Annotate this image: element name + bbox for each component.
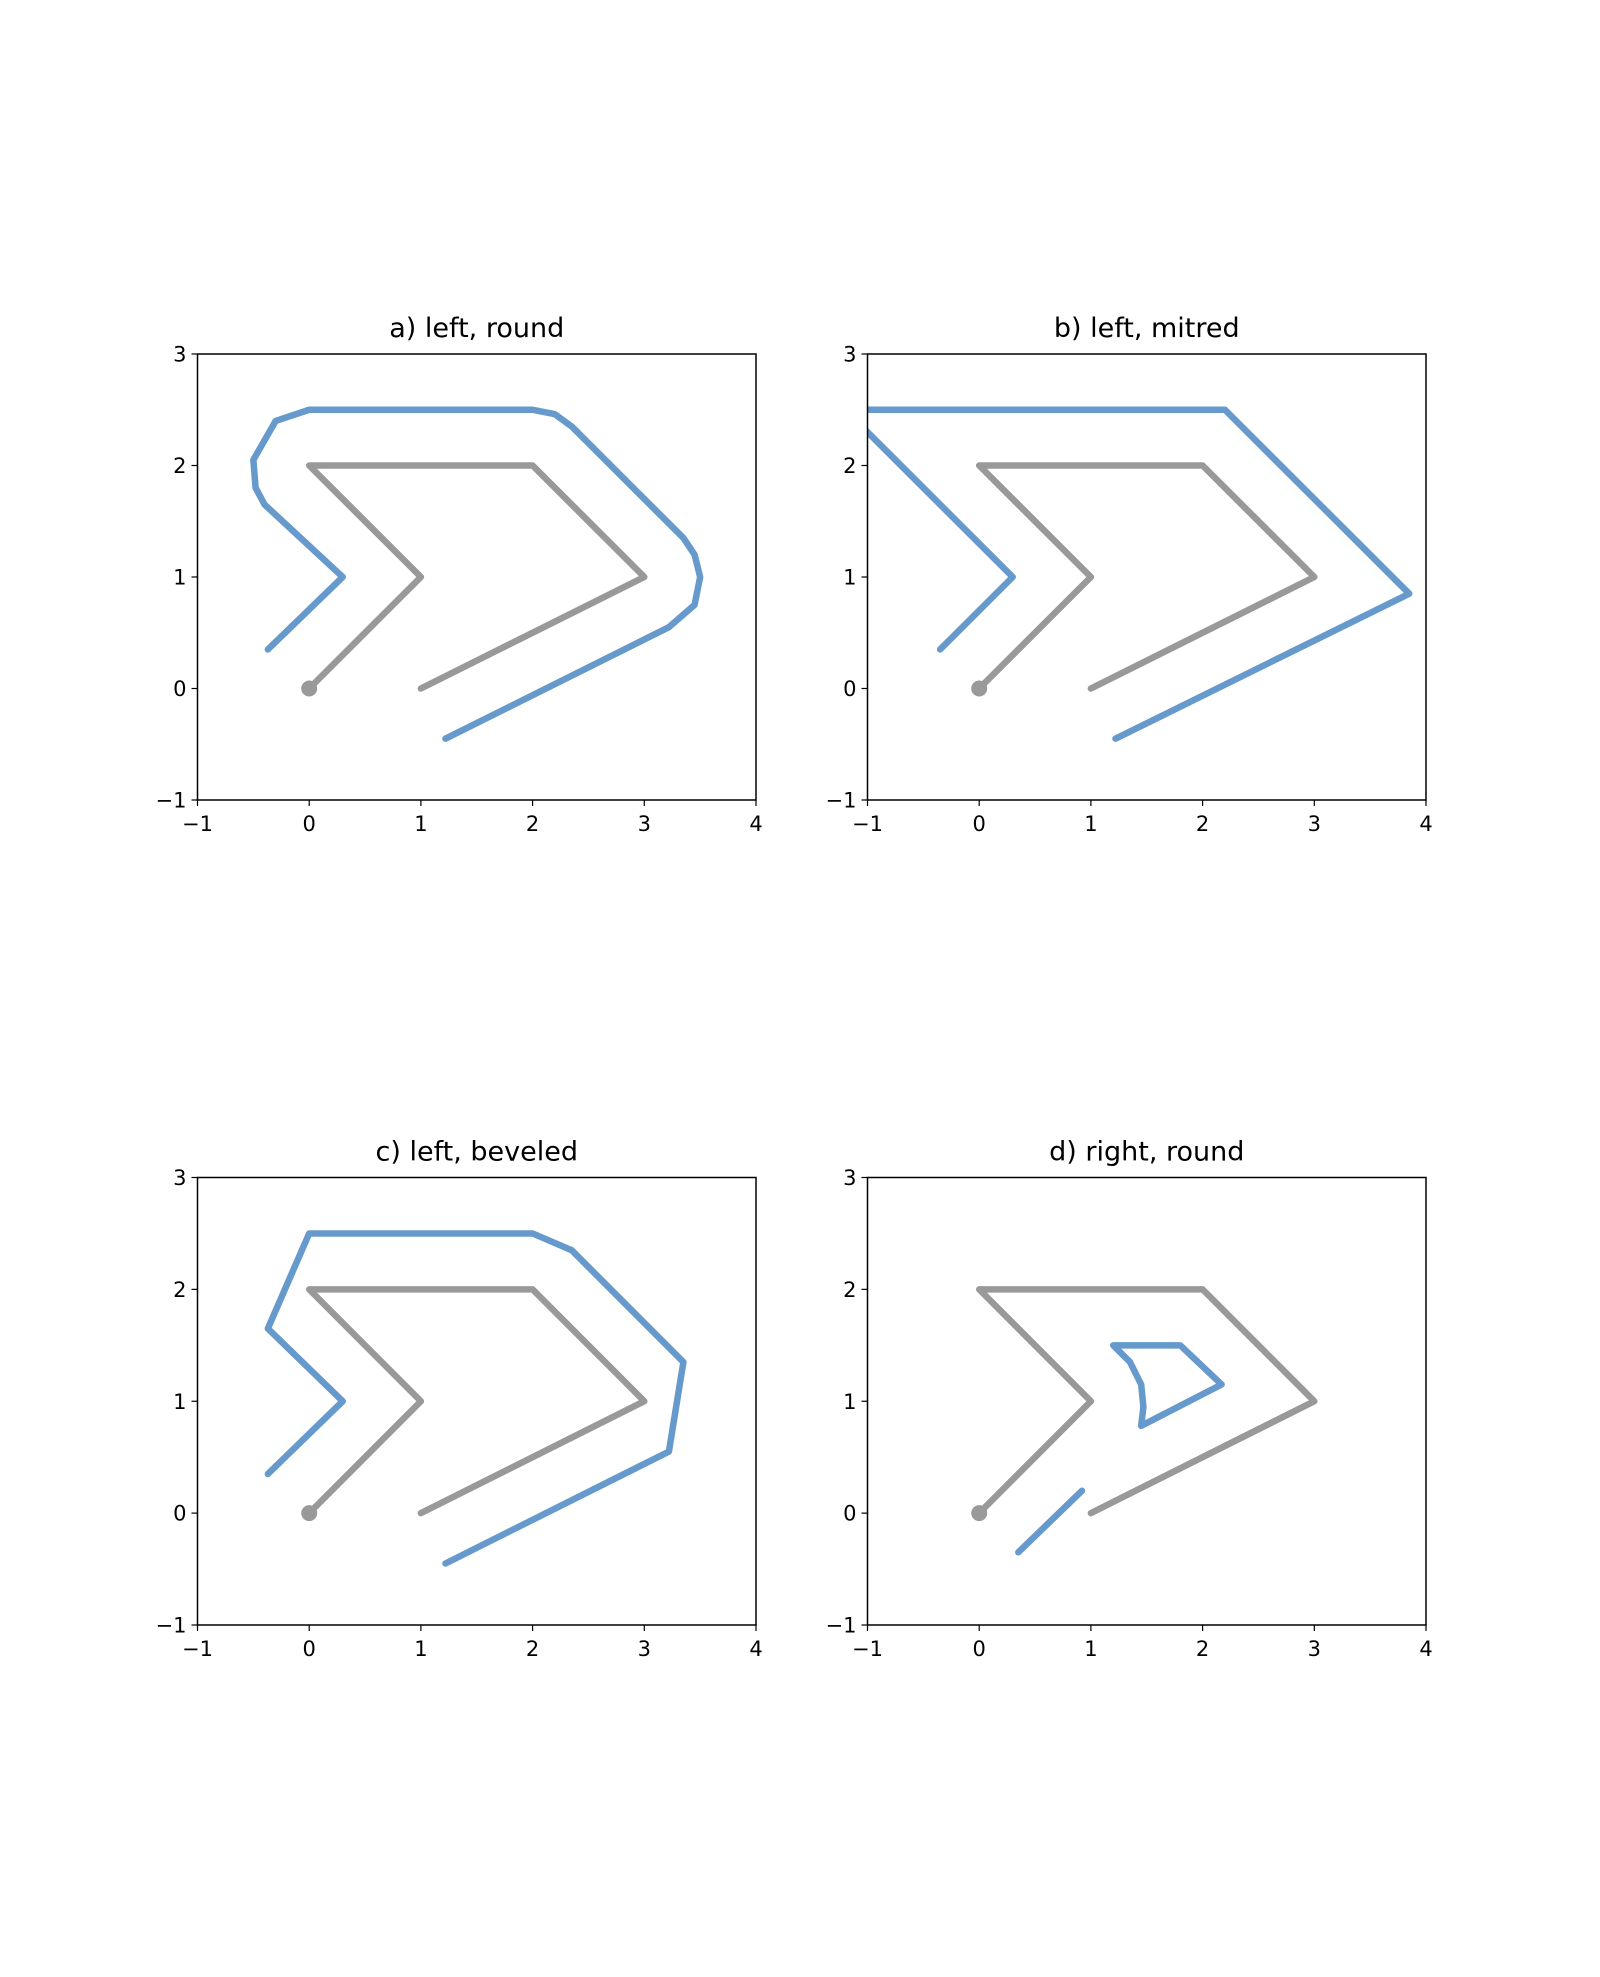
x-tick-label: −1 [852,812,883,836]
series-line [1015,1342,1225,1556]
x-tick-label: 0 [303,1637,316,1661]
x-tick-label: 4 [749,1637,762,1661]
x-tick-label: 2 [526,812,539,836]
x-tick-label: 1 [414,812,427,836]
subplot-title: d) right, round [1049,1137,1244,1168]
point-marker [301,1505,318,1522]
x-tick-label: −1 [182,1637,213,1661]
subplot: b) left, mitred −1 0 1 2 3 4 −1 0 1 2 3 [826,313,1433,836]
subplot-title: b) left, mitred [1054,313,1240,344]
y-tick-label: 1 [173,1390,186,1414]
y-tick-label: 0 [843,677,856,701]
y-tick-label: 0 [173,1502,186,1526]
subplot: d) right, round −1 0 1 2 3 4 −1 0 1 2 3 [826,1137,1433,1662]
plot-area [250,406,704,742]
y-tick-label: 0 [173,677,186,701]
y-tick-label: −1 [156,789,187,813]
x-tick-label: 2 [526,1637,539,1661]
y-tick-label: 3 [843,1166,856,1190]
point-marker [971,680,988,697]
y-tick-label: 1 [173,566,186,590]
plot-area [971,1286,1318,1556]
subplot-title: a) left, round [389,313,564,344]
y-tick-label: −1 [826,1614,857,1638]
point-marker [971,1505,988,1522]
y-tick-label: 2 [173,1278,186,1302]
x-tick-label: 4 [1419,1637,1432,1661]
x-tick-label: 0 [973,1637,986,1661]
series-line [867,406,1413,742]
x-tick-label: 3 [638,1637,651,1661]
x-tick-label: 1 [414,1637,427,1661]
x-tick-label: 4 [1419,812,1432,836]
series-line [305,462,648,692]
subplot-title: c) left, beveled [376,1137,578,1168]
x-tick-label: 1 [1084,1637,1097,1661]
series-line [250,406,704,742]
x-tick-label: 4 [749,812,762,836]
plot-area [867,406,1413,742]
subplot: a) left, round −1 0 1 2 3 4 −1 0 1 2 3 [156,313,763,836]
y-tick-label: 2 [843,1278,856,1302]
x-tick-label: 3 [1308,1637,1321,1661]
x-tick-label: 3 [638,812,651,836]
y-tick-label: 1 [843,1390,856,1414]
x-tick-label: −1 [182,812,213,836]
y-tick-label: −1 [156,1614,187,1638]
x-tick-label: 3 [1308,812,1321,836]
y-tick-label: 1 [843,566,856,590]
y-tick-label: 3 [843,343,856,367]
subplot: c) left, beveled −1 0 1 2 3 4 −1 0 1 2 3 [156,1137,763,1662]
y-tick-label: 3 [173,1166,186,1190]
series-line [975,462,1318,692]
point-marker [301,680,318,697]
plot-area [264,1230,687,1567]
x-tick-label: 0 [973,812,986,836]
x-tick-label: 2 [1196,1637,1209,1661]
y-tick-label: 0 [843,1502,856,1526]
x-tick-label: −1 [852,1637,883,1661]
series-line [305,1286,648,1517]
y-tick-label: 3 [173,343,186,367]
series-line [975,1286,1318,1517]
y-tick-label: 2 [843,454,856,478]
x-tick-label: 1 [1084,812,1097,836]
y-tick-label: 2 [173,454,186,478]
y-tick-label: −1 [826,789,857,813]
x-tick-label: 2 [1196,812,1209,836]
series-line [264,1230,687,1567]
x-tick-label: 0 [303,812,316,836]
